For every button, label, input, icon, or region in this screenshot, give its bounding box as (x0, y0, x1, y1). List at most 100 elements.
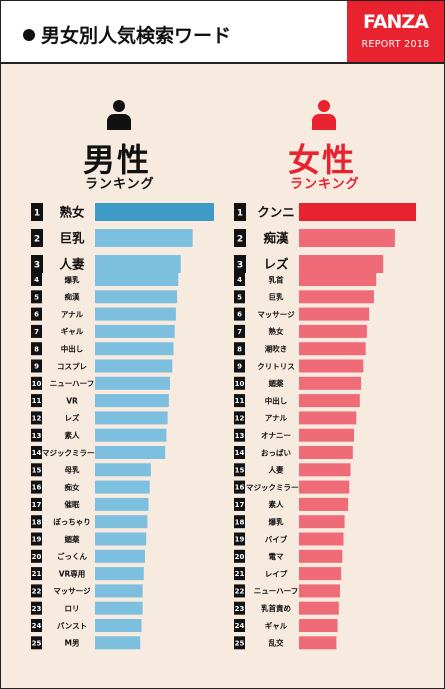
male-rank-number-25: 25 (32, 639, 42, 647)
female-bar-25 (299, 636, 337, 650)
male-label-12: レズ (65, 413, 80, 423)
male-rank-number-12: 12 (32, 415, 42, 423)
female-label-8: 潮吹き (265, 344, 288, 354)
male-rank-number-22: 22 (32, 588, 42, 596)
male-bar-13 (95, 428, 167, 442)
female-rank-number-11: 11 (235, 397, 245, 405)
female-label-12: アナル (265, 414, 288, 423)
male-rank-number-9: 9 (34, 363, 39, 371)
female-bar-17 (299, 497, 349, 511)
male-label-1: 熟女 (59, 205, 85, 220)
female-bar-19 (299, 532, 344, 546)
male-rank-box-1 (31, 203, 43, 221)
page-title-text: 男女別人気検索ワード (41, 25, 232, 47)
female-label-4: 乳首 (269, 274, 284, 284)
male-bar-4 (95, 273, 179, 286)
female-bar-5 (299, 290, 374, 304)
female-rank-number-7: 7 (237, 328, 242, 336)
female-label-6: マッサージ (257, 310, 295, 319)
female-rank-number-25: 25 (235, 639, 245, 647)
female-rank-box-22 (234, 584, 245, 598)
male-rank-box-23 (31, 601, 42, 615)
male-rank-box-13 (31, 428, 42, 442)
male-bar-5 (95, 290, 178, 304)
female-label-18: 爆乳 (269, 517, 284, 527)
male-label-6: アナル (61, 310, 84, 319)
female-rank-box-10 (234, 376, 245, 390)
female-bar-23 (299, 601, 339, 615)
female-rank-box-20 (234, 549, 245, 563)
female-label-2: 痴漢 (263, 231, 289, 246)
female-rank-box-4 (234, 273, 245, 286)
female-bar-24 (299, 619, 338, 632)
female-rank-number-10: 10 (235, 380, 245, 388)
female-rank-box-3 (234, 255, 246, 273)
female-person-icon (312, 100, 336, 130)
female-bar-13 (299, 428, 354, 442)
male-label-21: VR専用 (59, 568, 86, 578)
male-rank-box-21 (31, 567, 42, 581)
female-rank-box-9 (234, 359, 245, 373)
female-rank-box-18 (234, 515, 245, 529)
female-rank-box-23 (234, 601, 245, 615)
male-rank-box-10 (31, 376, 42, 390)
male-rank-box-6 (31, 307, 42, 321)
female-label-3: レズ (263, 257, 289, 272)
female-label-14: おっぱい (261, 447, 291, 457)
male-rank-number-21: 21 (32, 570, 42, 578)
female-rank-box-15 (234, 463, 245, 477)
female-rank-number-4: 4 (237, 276, 242, 284)
female-bar-8 (299, 342, 366, 356)
female-rank-number-2: 2 (237, 235, 243, 245)
female-label-21: レイプ (265, 568, 288, 578)
female-bar-20 (299, 549, 343, 563)
female-bar-11 (299, 394, 360, 408)
male-rank-box-11 (31, 394, 42, 408)
male-bar-17 (95, 497, 149, 511)
male-rank-number-2: 2 (34, 235, 40, 245)
male-label-24: パンスト (57, 620, 87, 630)
female-rank-number-12: 12 (235, 415, 245, 423)
male-rank-number-20: 20 (32, 553, 42, 561)
male-rank-number-11: 11 (32, 397, 42, 405)
male-rank-number-14: 14 (32, 449, 42, 457)
male-label-11: VR (66, 396, 78, 405)
female-rank-box-11 (234, 394, 245, 408)
male-rank-number-13: 13 (32, 432, 42, 440)
male-label-7: ギャル (61, 326, 84, 336)
female-label-22: ニューハーフ (254, 587, 298, 596)
male-bar-19 (95, 532, 147, 546)
female-rank-box-14 (234, 446, 245, 459)
female-label-7: 熟女 (269, 326, 284, 336)
female-rank-box-19 (234, 532, 245, 546)
male-label-5: 痴漢 (65, 292, 80, 302)
female-bar-2 (299, 229, 395, 247)
male-rank-box-5 (31, 290, 42, 304)
male-label-18: ぽっちゃり (53, 517, 91, 527)
female-rank-box-17 (234, 497, 245, 511)
female-rank-number-16: 16 (235, 484, 245, 492)
female-bar-6 (299, 307, 370, 321)
male-rank-number-8: 8 (34, 345, 39, 353)
male-rank-number-16: 16 (32, 484, 42, 492)
female-rank-box-16 (234, 480, 245, 494)
male-label-20: ごっくん (57, 551, 87, 561)
male-bar-2 (95, 229, 193, 247)
male-bar-25 (95, 636, 141, 650)
male-rank-number-7: 7 (34, 328, 39, 336)
male-bar-18 (95, 515, 148, 529)
male-label-2: 巨乳 (59, 231, 85, 246)
female-rank-box-21 (234, 567, 245, 581)
female-bar-7 (299, 324, 367, 338)
male-label-17: 催眠 (65, 499, 80, 509)
male-rank-box-8 (31, 342, 42, 356)
male-bar-3 (95, 255, 181, 273)
female-label-17: 素人 (269, 499, 284, 509)
female-bar-21 (299, 567, 342, 581)
male-bar-16 (95, 480, 150, 494)
female-bar-1 (299, 203, 416, 221)
female-label-19: バイブ (265, 534, 288, 544)
male-bar-23 (95, 601, 143, 615)
female-title: 女性 (288, 141, 357, 179)
female-rank-number-1: 1 (237, 209, 243, 219)
